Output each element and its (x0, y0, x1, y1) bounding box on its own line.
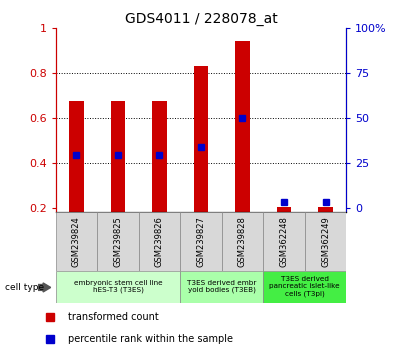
Text: transformed count: transformed count (68, 312, 158, 322)
Bar (152, 101, 167, 212)
Bar (111, 101, 125, 212)
Text: cell type: cell type (5, 283, 44, 292)
Bar (222, 212, 263, 271)
Bar (180, 271, 263, 303)
Title: GDS4011 / 228078_at: GDS4011 / 228078_at (125, 12, 277, 26)
Text: GSM362248: GSM362248 (279, 216, 289, 267)
Text: embryonic stem cell line
hES-T3 (T3ES): embryonic stem cell line hES-T3 (T3ES) (74, 280, 162, 293)
Bar (56, 212, 97, 271)
Bar (180, 212, 222, 271)
Bar (305, 212, 346, 271)
Text: GSM239827: GSM239827 (197, 216, 205, 267)
Bar (69, 101, 84, 212)
Text: T3ES derived embr
yoid bodies (T3EB): T3ES derived embr yoid bodies (T3EB) (187, 280, 256, 293)
Bar (56, 271, 180, 303)
Bar (97, 212, 139, 271)
Bar (194, 67, 208, 212)
Bar (139, 212, 180, 271)
Text: percentile rank within the sample: percentile rank within the sample (68, 334, 233, 344)
Text: GSM239825: GSM239825 (113, 216, 123, 267)
Bar (263, 212, 305, 271)
Text: GSM362249: GSM362249 (321, 216, 330, 267)
Text: GSM239824: GSM239824 (72, 216, 81, 267)
Text: GSM239826: GSM239826 (155, 216, 164, 267)
Bar (235, 41, 250, 212)
Text: GSM239828: GSM239828 (238, 216, 247, 267)
Bar (318, 207, 333, 212)
FancyArrow shape (38, 283, 51, 292)
Bar (277, 207, 291, 212)
Text: T3ES derived
pancreatic islet-like
cells (T3pi): T3ES derived pancreatic islet-like cells… (269, 276, 340, 297)
Bar (263, 271, 346, 303)
